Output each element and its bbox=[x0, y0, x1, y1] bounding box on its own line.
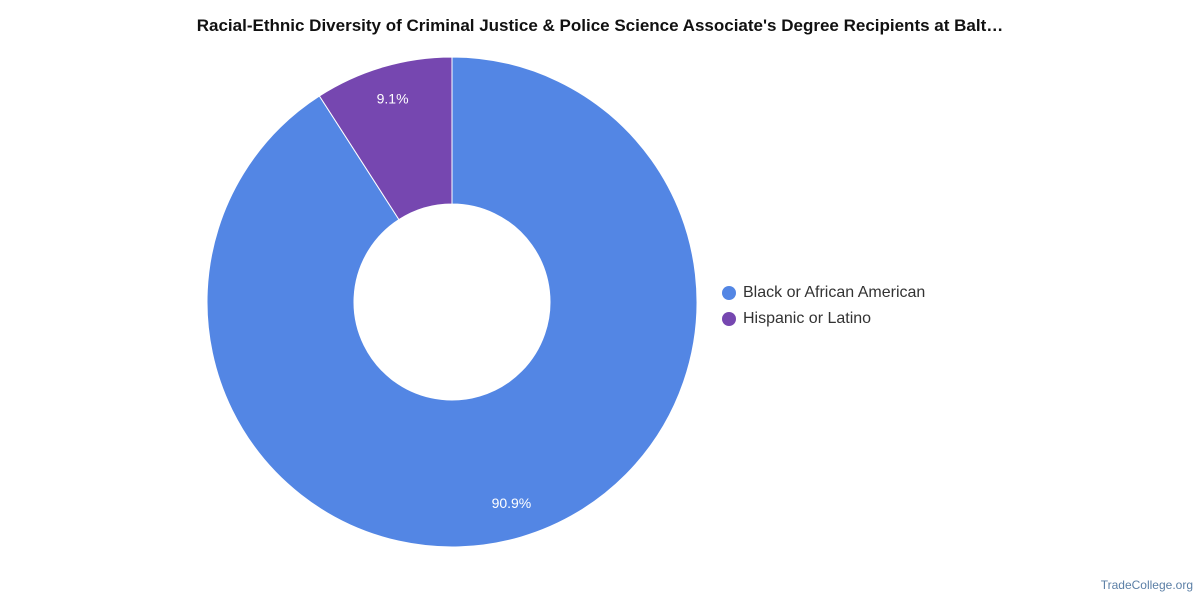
slice-labels-layer: 90.9% 9.1% bbox=[377, 91, 532, 511]
slice-label-black-or-african-american: 90.9% bbox=[492, 495, 532, 511]
slice-black-or-african-american[interactable] bbox=[206, 56, 698, 548]
legend-item-hispanic-or-latino[interactable]: Hispanic or Latino bbox=[722, 306, 925, 332]
legend-swatch-black-or-african-american bbox=[722, 286, 736, 300]
legend-label-hispanic-or-latino: Hispanic or Latino bbox=[743, 310, 872, 327]
legend-item-black-or-african-american[interactable]: Black or African American bbox=[722, 280, 925, 306]
slices-layer bbox=[206, 56, 698, 548]
chart-title: Racial-Ethnic Diversity of Criminal Just… bbox=[196, 16, 1004, 35]
legend: Black or African American Hispanic or La… bbox=[722, 280, 925, 332]
legend-swatch-hispanic-or-latino bbox=[722, 312, 736, 326]
legend-label-black-or-african-american: Black or African American bbox=[743, 284, 926, 301]
source-credit[interactable]: TradeCollege.org bbox=[1100, 578, 1193, 592]
slice-label-hispanic-or-latino: 9.1% bbox=[377, 91, 409, 107]
slice-hispanic-or-latino[interactable] bbox=[318, 56, 453, 221]
